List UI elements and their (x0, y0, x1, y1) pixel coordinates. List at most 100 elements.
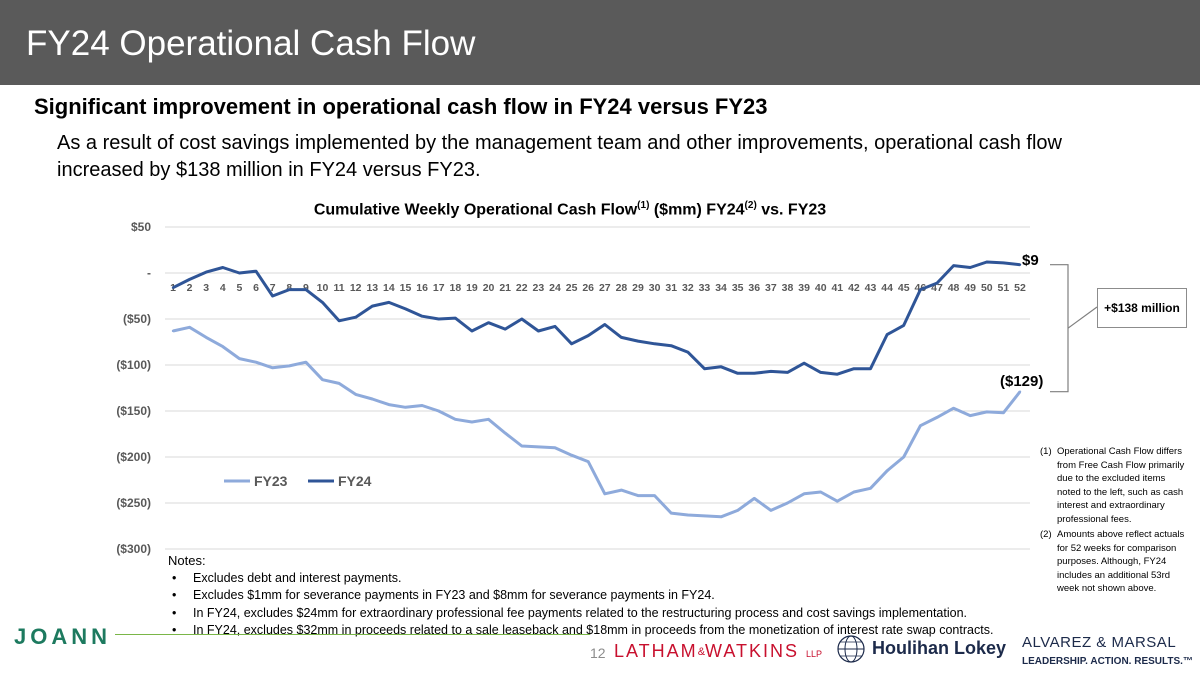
data-point-fy23 (503, 431, 507, 435)
data-point-fy23 (753, 497, 756, 500)
x-tick-label: 36 (748, 282, 760, 294)
x-tick-label: 19 (466, 282, 478, 294)
data-point-fy24 (586, 334, 590, 337)
page-number: 12 (590, 645, 606, 661)
data-point-fy23 (852, 490, 856, 494)
x-tick-label: 48 (948, 282, 960, 294)
difference-callout: +$138 million (1097, 288, 1187, 328)
data-point-fy24 (371, 304, 374, 308)
notes-list: Excludes debt and interest payments. Exc… (168, 570, 993, 640)
data-point-fy24 (188, 278, 191, 281)
data-point-fy23 (968, 414, 972, 417)
data-point-fy23 (769, 509, 773, 512)
y-tick-label: ($100) (116, 358, 151, 372)
footnote-text: Operational Cash Flow differs from Free … (1057, 446, 1185, 525)
latham-amp: & (697, 646, 706, 658)
chart-title: Cumulative Weekly Operational Cash Flow(… (0, 200, 1140, 219)
data-point-fy23 (454, 418, 457, 421)
data-point-fy24 (271, 294, 274, 298)
callout-connector (1067, 306, 1098, 329)
data-point-fy23 (786, 501, 789, 505)
x-tick-label: 51 (998, 282, 1010, 294)
data-point-fy23 (304, 361, 308, 364)
data-point-fy24 (968, 266, 972, 269)
data-point-fy24 (553, 325, 557, 328)
subheading: Significant improvement in operational c… (34, 94, 768, 119)
data-point-fy24 (337, 319, 341, 323)
fy24-end-label: $9 (1022, 252, 1039, 269)
x-tick-label: 23 (533, 282, 545, 294)
fy23-end-label: ($129) (1000, 373, 1044, 390)
x-tick-label: 25 (566, 282, 578, 294)
x-tick-label: 39 (798, 282, 810, 294)
data-point-fy24 (935, 281, 939, 285)
x-tick-label: 28 (616, 282, 628, 294)
data-point-fy23 (387, 403, 391, 406)
data-point-fy23 (603, 492, 607, 495)
x-tick-label: 30 (649, 282, 661, 294)
data-point-fy23 (653, 494, 656, 497)
x-tick-label: 33 (699, 282, 711, 294)
y-tick-label: - (147, 266, 151, 280)
data-point-fy23 (371, 397, 374, 401)
data-point-fy24 (603, 323, 607, 326)
x-tick-label: 27 (599, 282, 611, 294)
page-title: FY24 Operational Cash Flow (26, 24, 476, 63)
x-tick-label: 43 (865, 282, 877, 294)
data-point-fy24 (869, 367, 872, 370)
x-tick-label: 35 (732, 282, 744, 294)
data-point-fy24 (503, 327, 507, 331)
x-tick-label: 7 (270, 282, 276, 294)
data-point-fy23 (321, 378, 324, 381)
x-tick-label: 13 (366, 282, 378, 294)
data-point-fy23 (902, 455, 905, 459)
data-point-fy23 (802, 492, 806, 495)
x-tick-label: 47 (931, 282, 943, 294)
data-point-fy24 (437, 317, 440, 321)
data-point-fy24 (919, 288, 922, 291)
data-point-fy24 (719, 365, 723, 369)
x-tick-label: 17 (433, 282, 445, 294)
y-tick-label: ($300) (116, 542, 151, 556)
legend-label-fy23: FY23 (254, 473, 288, 489)
note-item: Excludes debt and interest payments. (168, 570, 993, 588)
data-point-fy23 (354, 393, 357, 396)
data-point-fy23 (238, 357, 241, 360)
data-point-fy23 (686, 513, 690, 517)
x-tick-label: 26 (582, 282, 594, 294)
data-point-fy23 (487, 418, 490, 421)
data-point-fy23 (952, 407, 955, 410)
x-tick-label: 2 (187, 282, 193, 294)
x-tick-label: 21 (499, 282, 511, 294)
data-point-fy24 (769, 370, 773, 373)
data-point-fy23 (188, 326, 191, 329)
data-point-fy24 (221, 266, 225, 269)
data-point-fy23 (670, 511, 673, 515)
data-point-fy23 (736, 509, 739, 512)
data-point-fy24 (387, 301, 391, 304)
data-point-fy23 (437, 409, 440, 413)
data-point-fy24 (902, 324, 905, 327)
data-point-fy23 (404, 406, 407, 409)
legend-label-fy24: FY24 (338, 473, 372, 489)
data-point-fy24 (753, 372, 756, 375)
data-point-fy24 (670, 344, 673, 347)
x-tick-label: 8 (286, 282, 292, 294)
notes-heading: Notes: (168, 553, 206, 568)
x-tick-label: 3 (203, 282, 209, 294)
data-point-fy23 (221, 345, 225, 348)
footnote-number: (2) (1040, 529, 1052, 540)
notes: Notes: Excludes debt and interest paymen… (168, 552, 993, 640)
data-point-fy24 (1018, 263, 1022, 266)
data-point-fy23 (636, 494, 640, 497)
alvarez-marsal-logo: ALVAREZ & MARSAL (1022, 634, 1177, 651)
data-point-fy23 (919, 424, 922, 427)
x-tick-label: 9 (303, 282, 309, 294)
data-point-fy24 (254, 269, 258, 273)
data-point-fy23 (885, 469, 889, 472)
x-tick-label: 16 (416, 282, 428, 294)
data-point-fy24 (288, 288, 291, 291)
footer-divider (115, 634, 590, 635)
footnote-text: Amounts above reflect actuals for 52 wee… (1057, 529, 1185, 594)
data-point-fy24 (171, 286, 175, 289)
